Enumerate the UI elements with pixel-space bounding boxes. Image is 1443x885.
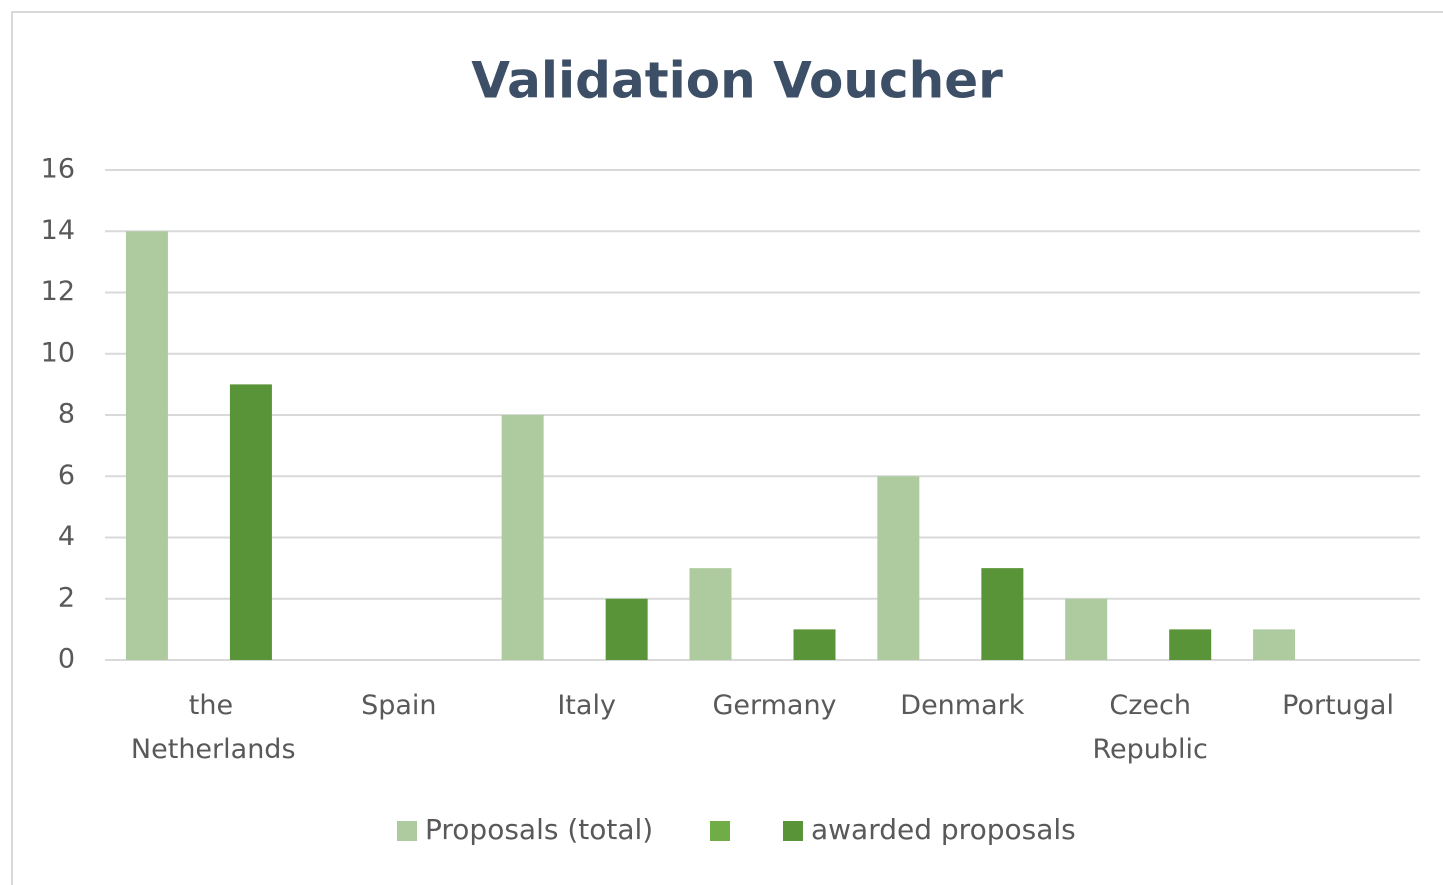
y-tick-label: 4 bbox=[58, 521, 75, 552]
bar bbox=[1169, 629, 1212, 660]
bar bbox=[229, 384, 272, 660]
x-tick-label: the Netherlands bbox=[130, 690, 296, 765]
bar bbox=[1065, 598, 1108, 660]
y-tick-label: 12 bbox=[41, 276, 75, 307]
x-tick-label: Portugal bbox=[1282, 690, 1394, 721]
legend-swatch bbox=[397, 821, 417, 841]
bar bbox=[793, 629, 836, 660]
bar bbox=[981, 568, 1024, 660]
x-tick-label: Czech Republic bbox=[1092, 690, 1208, 765]
x-tick-label: Spain bbox=[361, 690, 437, 721]
y-tick-label: 14 bbox=[41, 215, 75, 246]
y-tick-label: 16 bbox=[41, 154, 75, 185]
y-tick-label: 6 bbox=[58, 460, 75, 491]
x-tick-label: Italy bbox=[557, 690, 616, 721]
legend-label: awarded proposals bbox=[811, 813, 1076, 846]
bar bbox=[605, 598, 648, 660]
legend-label: Proposals (total) bbox=[425, 813, 653, 846]
legend-swatch bbox=[783, 821, 803, 841]
y-tick-label: 10 bbox=[41, 337, 75, 368]
x-tick-label: Denmark bbox=[900, 690, 1025, 721]
bar bbox=[689, 568, 732, 660]
y-tick-label: 0 bbox=[58, 644, 75, 675]
bar bbox=[501, 415, 544, 660]
bar bbox=[125, 231, 168, 660]
bar bbox=[1253, 629, 1296, 660]
bar bbox=[877, 476, 920, 660]
y-tick-label: 2 bbox=[58, 582, 75, 613]
x-tick-label: Germany bbox=[712, 690, 837, 721]
chart-title: Validation Voucher bbox=[471, 52, 1003, 110]
y-tick-label: 8 bbox=[58, 399, 75, 430]
legend-swatch bbox=[710, 821, 730, 841]
